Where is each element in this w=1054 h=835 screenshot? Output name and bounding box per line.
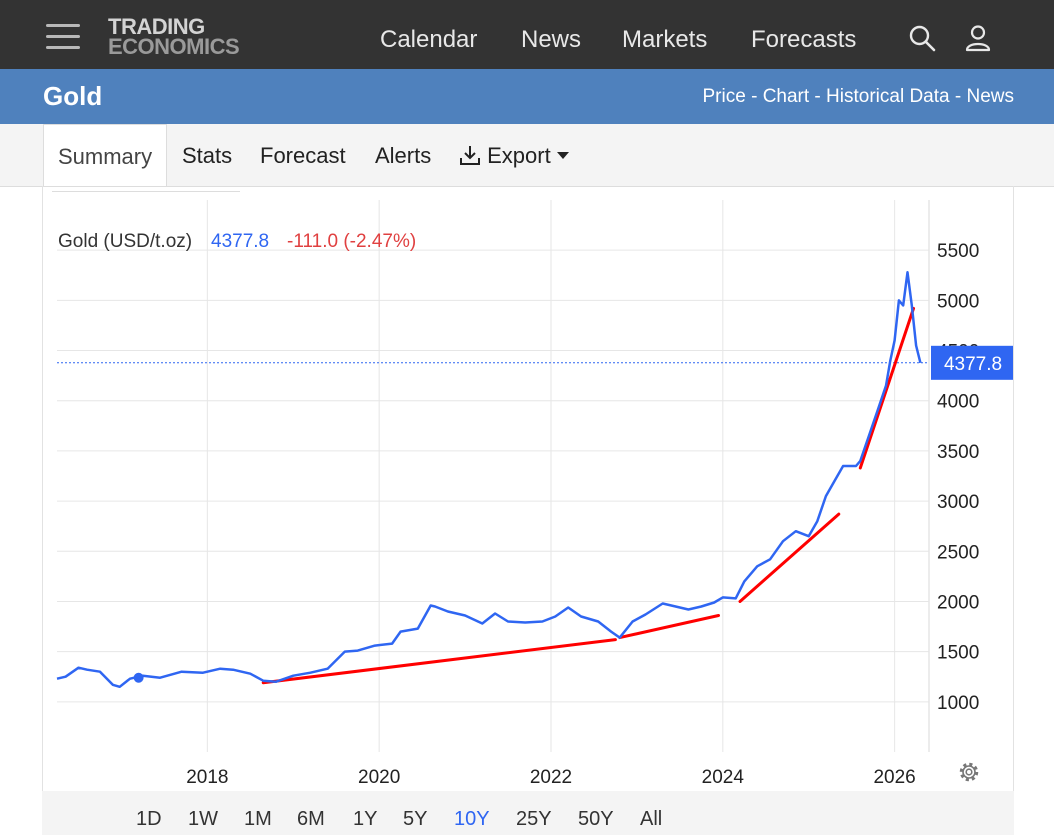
range-25y[interactable]: 25Y: [516, 808, 552, 830]
nav-news[interactable]: News: [521, 26, 582, 53]
range-1d[interactable]: 1D: [136, 808, 162, 830]
title-bar: Gold Price - Chart - Historical Data - N…: [0, 69, 1054, 124]
x-tick-label: 2018: [186, 767, 228, 788]
sub-navigation: Price - Chart - Historical Data - News: [703, 86, 1015, 108]
y-tick-label: 3500: [937, 442, 979, 463]
subnav-historical-data[interactable]: Historical Data: [826, 86, 950, 107]
last-value-label-group: 4377.8: [931, 345, 1013, 380]
range-6m[interactable]: 6M: [297, 808, 325, 830]
chart-panel: 1000150020002500300035004000450050005500…: [42, 186, 1014, 835]
nav-markets[interactable]: Markets: [622, 26, 708, 53]
price-series: [56, 271, 922, 689]
tab-summary-label: Summary: [58, 144, 153, 169]
subnav-separator: -: [745, 86, 763, 107]
y-tick-label: 2000: [937, 592, 979, 613]
x-tick-label: 2020: [358, 767, 400, 788]
y-tick-label: 3000: [937, 492, 979, 513]
logo-line1: TRADING: [108, 14, 205, 39]
tab-bar: Summary Stats Forecast Alerts Export: [0, 124, 1054, 187]
x-tick-label: 2022: [530, 767, 572, 788]
tab-alerts[interactable]: Alerts: [375, 143, 432, 168]
change-text: -111.0 (-2.47%): [287, 231, 416, 252]
last-value-label: 4377.8: [944, 354, 1002, 375]
x-axis-ticks: 2018 2020 2022 2024 2026: [186, 767, 916, 788]
range-all[interactable]: All: [640, 808, 663, 830]
trend-line: [858, 306, 916, 470]
tab-underline: [52, 191, 240, 192]
range-1w[interactable]: 1W: [188, 808, 218, 830]
x-tick-label: 2026: [873, 767, 915, 788]
download-icon: [460, 146, 480, 165]
subnav-separator: -: [809, 86, 827, 107]
tab-summary[interactable]: Summary: [43, 124, 167, 186]
trend-line: [618, 614, 721, 640]
top-navigation-bar: TRADING ECONOMICS Calendar News Markets …: [0, 0, 1054, 69]
y-tick-label: 4000: [937, 392, 979, 413]
trend-line: [738, 512, 841, 603]
y-axis-ticks: 1000150020002500300035004000450050005500: [937, 241, 979, 714]
subnav-news[interactable]: News: [966, 86, 1014, 107]
nav-calendar[interactable]: Calendar: [380, 26, 478, 53]
tab-forecast[interactable]: Forecast: [260, 143, 346, 168]
tab-stats[interactable]: Stats: [182, 143, 233, 168]
chart-grid: [57, 200, 930, 752]
y-tick-label: 5000: [937, 291, 979, 312]
price-line: [56, 271, 922, 689]
caret-down-icon: [556, 152, 569, 159]
series-marker: [133, 672, 144, 683]
range-50y[interactable]: 50Y: [578, 808, 614, 830]
y-tick-label: 1500: [937, 643, 979, 664]
subnav-price[interactable]: Price: [702, 86, 746, 107]
logo-line2: ECONOMICS: [108, 34, 240, 59]
trend-line: [261, 638, 617, 685]
range-1m[interactable]: 1M: [244, 808, 272, 830]
last-value-text: 4377.8: [211, 231, 269, 252]
range-5y[interactable]: 5Y: [403, 808, 428, 830]
hamburger-menu-icon[interactable]: [46, 24, 80, 50]
price-chart[interactable]: 1000150020002500300035004000450050005500…: [43, 186, 1013, 791]
nav-forecasts[interactable]: Forecasts: [751, 26, 857, 53]
search-icon[interactable]: [908, 24, 936, 52]
chart-title: Gold (USD/t.oz): [58, 231, 192, 252]
y-tick-label: 1000: [937, 693, 979, 714]
export-dropdown[interactable]: Export: [459, 143, 569, 169]
last-value-label-box: [931, 345, 1013, 380]
subnav-chart[interactable]: Chart: [762, 86, 810, 107]
settings-gear-icon[interactable]: [957, 760, 981, 784]
user-icon[interactable]: [964, 24, 992, 52]
trading-economics-logo[interactable]: TRADING ECONOMICS: [108, 14, 240, 59]
subnav-separator: -: [949, 86, 967, 107]
y-tick-label: 2500: [937, 542, 979, 563]
range-10y[interactable]: 10Y: [454, 808, 490, 830]
range-1y[interactable]: 1Y: [353, 808, 378, 830]
export-label: Export: [487, 143, 551, 168]
x-tick-label: 2024: [702, 767, 745, 788]
trend-lines: [261, 306, 916, 685]
page-title: Gold: [43, 81, 103, 111]
range-selector: 1D 1W 1M 6M 1Y 5Y 10Y 25Y 50Y All: [42, 791, 1014, 835]
y-tick-label: 5500: [937, 241, 979, 262]
